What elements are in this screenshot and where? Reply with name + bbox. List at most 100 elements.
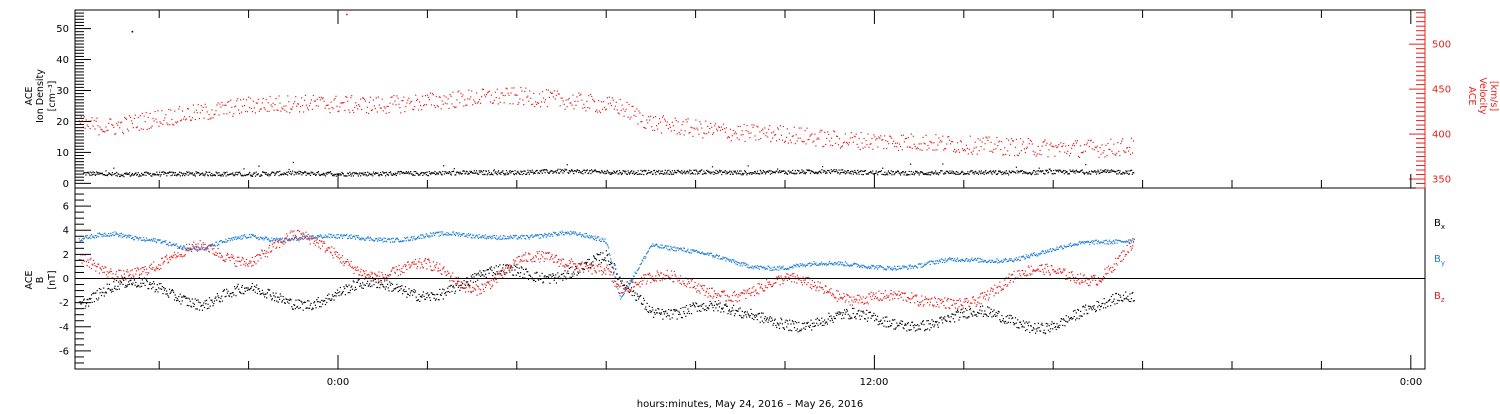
top-series-2-point xyxy=(920,143,922,145)
bottom-series-0-point xyxy=(626,281,628,283)
top-series-2-point xyxy=(1035,155,1037,157)
bottom-series-0-point xyxy=(969,309,971,311)
top-series-0-point xyxy=(591,171,593,173)
bottom-series-0-point xyxy=(1080,310,1082,312)
bottom-series-1-point xyxy=(696,251,698,253)
top-series-2-point xyxy=(990,141,992,143)
top-series-2-point xyxy=(127,130,130,132)
bottom-series-1-point xyxy=(423,237,425,239)
bottom-series-0-point xyxy=(825,321,827,323)
top-series-0-point xyxy=(151,175,153,177)
bottom-series-0-point xyxy=(279,298,281,300)
top-series-0-point xyxy=(222,175,224,177)
top-series-2-point xyxy=(398,103,400,105)
top-series-2-point xyxy=(595,110,597,113)
top-series-2-point xyxy=(1115,154,1117,156)
top-series-0-point xyxy=(1019,171,1021,173)
top-series-0-point xyxy=(931,171,933,173)
bottom-series-0-point xyxy=(399,285,402,288)
bottom-series-1-point xyxy=(619,295,621,297)
bottom-series-0-point xyxy=(674,310,676,312)
bottom-series-1-point xyxy=(477,237,479,239)
top-series-2-point xyxy=(495,97,497,99)
top-series-2-point xyxy=(358,104,360,106)
top-series-2-point xyxy=(511,87,513,89)
top-series-0-point xyxy=(856,173,858,175)
top-series-0-point xyxy=(1065,172,1067,174)
top-series-0-point xyxy=(201,172,204,174)
top-series-2-point xyxy=(828,133,830,136)
top-series-0-point xyxy=(597,170,599,173)
bottom-series-1-point xyxy=(367,236,369,238)
bottom-series-1-point xyxy=(459,234,461,236)
top-series-0-point xyxy=(196,172,198,174)
top-series-2-point xyxy=(212,117,214,119)
top-series-2-point xyxy=(251,111,253,113)
bottom-series-0-point xyxy=(720,311,722,313)
bottom-series-1-point xyxy=(442,231,444,233)
top-series-0-point xyxy=(357,173,359,175)
bottom-series-0-point xyxy=(997,310,999,312)
bottom-series-0-point xyxy=(499,264,501,266)
bottom-series-0-point xyxy=(469,285,471,287)
bottom-series-1-point xyxy=(760,265,762,267)
top-series-0-point xyxy=(377,174,380,176)
bottom-series-1-point xyxy=(531,234,533,236)
bottom-series-1-point xyxy=(450,234,452,236)
top-series-0-point xyxy=(631,172,633,175)
bottom-series-1-point xyxy=(425,233,427,235)
bottom-series-1-point xyxy=(351,238,353,240)
bottom-series-0-point xyxy=(341,292,344,294)
top-series-2-point xyxy=(984,143,986,145)
bottom-series-0-point xyxy=(429,297,431,299)
top-series-2-point xyxy=(1038,153,1040,155)
bottom-series-0-point xyxy=(743,315,745,317)
top-series-2-point xyxy=(120,122,122,124)
bottom-series-0-point xyxy=(854,316,856,318)
top-series-2-point xyxy=(369,96,371,98)
top-series-2-point xyxy=(731,135,733,137)
top-series-2-point xyxy=(899,145,902,148)
bottom-series-1-point xyxy=(643,257,645,259)
bottom-series-0-point xyxy=(754,316,756,318)
bottom-series-1-point xyxy=(390,238,392,240)
bottom-series-1-point xyxy=(369,239,371,241)
top-series-0-point xyxy=(244,174,246,176)
top-series-0-point xyxy=(232,174,234,176)
top-series-0-point xyxy=(1043,173,1045,175)
bottom-series-0-point xyxy=(1108,299,1110,301)
top-series-2-point xyxy=(705,120,707,122)
bottom-series-1-point xyxy=(716,254,718,256)
bottom-series-1-point xyxy=(662,247,664,249)
top-series-0-point xyxy=(643,169,646,171)
bottom-series-1-point xyxy=(216,241,218,243)
bottom-series-0-point xyxy=(364,284,366,286)
bottom-series-1-point xyxy=(432,231,434,234)
bottom-series-1-point xyxy=(104,235,106,237)
bottom-series-1-point xyxy=(675,247,677,249)
top-series-0-point xyxy=(1060,171,1063,173)
bottom-series-0-point xyxy=(208,297,211,299)
top-series-0-point xyxy=(373,173,375,175)
top-series-2-point xyxy=(623,115,625,117)
top-series-2-point xyxy=(195,109,197,111)
bottom-series-0-point xyxy=(283,298,285,300)
bottom-series-1-point xyxy=(620,296,623,298)
bottom-series-1-point xyxy=(160,242,162,244)
top-series-0-point xyxy=(380,171,382,174)
top-series-1-point xyxy=(131,30,134,33)
top-series-0-point xyxy=(773,171,775,173)
bottom-series-0-point xyxy=(291,306,293,308)
bottom-series-0-point xyxy=(856,313,859,315)
bottom-series-0-point xyxy=(146,281,148,283)
bottom-series-0-point xyxy=(126,285,128,287)
top-series-0-point xyxy=(104,174,106,176)
top-series-0-point xyxy=(468,173,470,175)
bottom-series-1-point xyxy=(505,238,507,240)
top-series-0-point xyxy=(974,171,976,173)
top-series-2-point xyxy=(190,119,192,121)
top-series-2-point xyxy=(154,110,156,113)
top-series-0-point xyxy=(743,172,745,175)
top-series-0-point xyxy=(90,174,92,176)
top-series-2-point xyxy=(349,111,351,113)
